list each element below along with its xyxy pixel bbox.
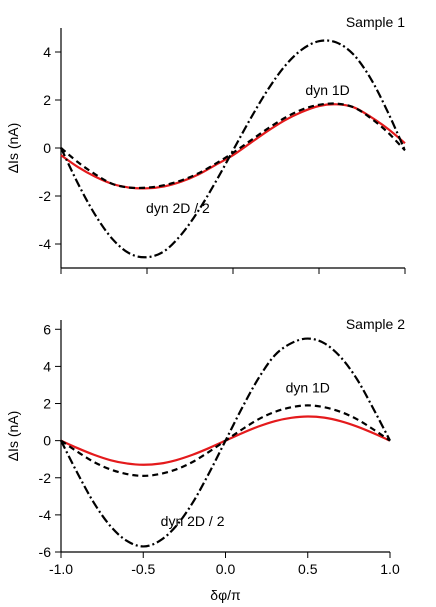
x-tick-label: 0.5	[298, 561, 318, 577]
y-tick-label: 2	[43, 92, 51, 108]
annotation-label: dyn 1D	[286, 379, 330, 395]
series-dashed-line	[60, 102, 406, 190]
annotation-label: dyn 2D / 2	[161, 513, 225, 529]
y-tick-label: 0	[43, 433, 51, 449]
annotation-label: dyn 1D	[305, 82, 349, 98]
chart-panel-1: -4 -2 0 2 4 ΔIs (nA) Sample 1 dyn 1D dyn 2D / 2	[5, 14, 407, 274]
y-tick-label: -2	[39, 188, 52, 204]
panel-label: Sample 2	[346, 316, 405, 332]
y-tick-label: -4	[39, 507, 52, 523]
y-tick-label: -4	[39, 236, 52, 252]
y-tick-label: -2	[39, 470, 52, 486]
y-axis-title: ΔIs (nA)	[5, 123, 21, 174]
series-dashdot-line	[60, 39, 407, 259]
y-axis-title: ΔIs (nA)	[5, 411, 21, 462]
y-tick-label: 4	[43, 44, 51, 60]
x-tick-label: -1.0	[49, 561, 73, 577]
y-tick-label: 6	[43, 321, 51, 337]
y-tick-label: -6	[39, 544, 52, 560]
y-tick-label: 0	[43, 140, 51, 156]
series-solid-red-line	[60, 103, 406, 190]
x-axis-title: δφ/π	[210, 587, 241, 603]
chart-panel-2: -6 -4 -2 0 2 4 6 -1.0 -0.5 0.0 0.5 1.0 ΔIs (nA) δφ/π S…	[5, 316, 405, 603]
x-tick-label: 1.0	[380, 561, 400, 577]
series-dashdot-line	[60, 337, 391, 548]
annotation-label: dyn 2D / 2	[146, 200, 210, 216]
y-tick-label: 4	[43, 358, 51, 374]
x-tick-label: 0.0	[216, 561, 236, 577]
y-tick-label: 2	[43, 396, 51, 412]
x-tick-label: -0.5	[131, 561, 155, 577]
panel-label: Sample 1	[346, 14, 405, 30]
